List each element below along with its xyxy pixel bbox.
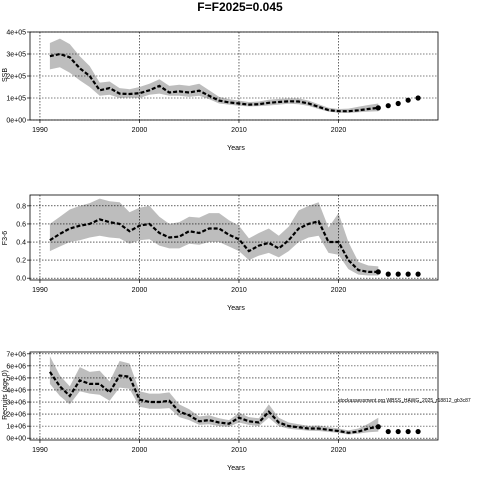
recruits-y-tick-label-0: 0e+00 <box>6 436 26 443</box>
recruits-y-tick-label-7: 7e+06 <box>6 351 26 358</box>
fbar-x-tick-label-2020: 2020 <box>331 287 347 294</box>
recruits-y-tick-label-1: 1e+06 <box>6 424 26 431</box>
fbar-estimate-line <box>49 218 379 273</box>
fbar-x-label: Years <box>227 305 245 312</box>
ssb-forecast-point-2026 <box>395 100 401 107</box>
ssb-panel: SSB Years 1990 2000 2010 2020 0e+00 1e+05 2e+0… <box>2 30 439 152</box>
fbar-forecast-point-2024 <box>375 269 381 275</box>
recruits-y-tick-label-6: 6e+06 <box>6 363 26 370</box>
figure-title: F=F2025=0.045 <box>197 0 283 14</box>
ssb-x-label: Years <box>227 145 245 152</box>
ssb-forecast-point-2027 <box>405 97 411 103</box>
fbar-x-tick-label-1990: 1990 <box>32 287 48 294</box>
recruits-x-label: Years <box>227 465 245 472</box>
recruits-forecast-point-2028 <box>415 428 421 435</box>
ssb-y-label: SSB <box>2 68 9 82</box>
fbar-y-tick-label-4: 0.8 <box>16 203 26 210</box>
fbar-forecast-point-2025 <box>385 271 391 277</box>
recruits-forecast-point-2025 <box>385 428 391 435</box>
recruits-y-tick-label-5: 5e+06 <box>6 375 26 382</box>
ssb-y-tick-label-1: 1e+05 <box>6 96 26 103</box>
recruits-forecast-point-2026 <box>395 428 401 435</box>
ssb-x-tick-label-2000: 2000 <box>132 127 148 134</box>
ssb-y-tick-label-0: 0e+00 <box>6 118 26 125</box>
ssb-x-tick-label-1990: 1990 <box>32 127 48 134</box>
recruits-panel: Recruits (age 0) Years stockassessment.o… <box>2 351 471 472</box>
recruits-y-label: Recruits (age 0) <box>2 370 9 420</box>
ssb-forecast-point-2025 <box>385 103 391 109</box>
fbar-panel: F3-6 Years 1990 2000 2010 2020 0.0 0.2 0.4 0.6 0… <box>2 194 439 312</box>
recruits-y-tick-label-2: 2e+06 <box>6 412 26 419</box>
ssb-forecast-point-2028 <box>415 95 421 101</box>
ssb-y-tick-label-3: 3e+05 <box>6 52 26 59</box>
ssb-x-tick-label-2010: 2010 <box>231 127 247 134</box>
recruits-confidence-band <box>49 356 379 435</box>
recruits-y-tick-label-3: 3e+06 <box>6 400 26 407</box>
ssb-forecast-point-2024 <box>375 105 381 111</box>
fbar-forecast-point-2026 <box>395 271 401 277</box>
fbar-confidence-band <box>49 198 379 276</box>
recruits-x-tick-label-2010: 2010 <box>231 447 247 454</box>
fbar-frame <box>29 194 439 281</box>
fbar-y-tick-label-1: 0.2 <box>16 258 26 265</box>
fbar-y-tick-label-0: 0.0 <box>16 276 26 283</box>
fbar-y-tick-label-2: 0.4 <box>16 240 26 247</box>
fbar-y-tick-label-3: 0.6 <box>16 221 26 228</box>
fbar-x-tick-label-2010: 2010 <box>231 287 247 294</box>
ssb-y-tick-label-4: 4e+05 <box>6 30 26 37</box>
recruits-estimate-line <box>48 371 379 434</box>
recruits-x-tick-label-2000: 2000 <box>132 447 148 454</box>
ssb-estimate-line <box>49 52 379 113</box>
recruits-frame <box>29 351 439 441</box>
fbar-forecast-point-2027 <box>405 271 411 277</box>
recruits-y-tick-label-4: 4e+06 <box>6 387 26 394</box>
recruits-forecast-point-2027 <box>405 428 411 435</box>
recruits-x-tick-label-2020: 2020 <box>331 447 347 454</box>
fbar-x-tick-label-2000: 2000 <box>132 287 148 294</box>
version-note: stockassessment.org WBSS_HAWG_2025_r1881… <box>338 398 471 404</box>
fbar-forecast-point-2028 <box>415 271 421 277</box>
ssb-x-tick-label-2020: 2020 <box>331 127 347 134</box>
recruits-forecast-point-2024 <box>375 424 381 430</box>
recruits-x-tick-label-1990: 1990 <box>32 447 48 454</box>
ssb-y-tick-label-2: 2e+05 <box>6 74 26 81</box>
fbar-y-label: F3-6 <box>2 231 9 246</box>
